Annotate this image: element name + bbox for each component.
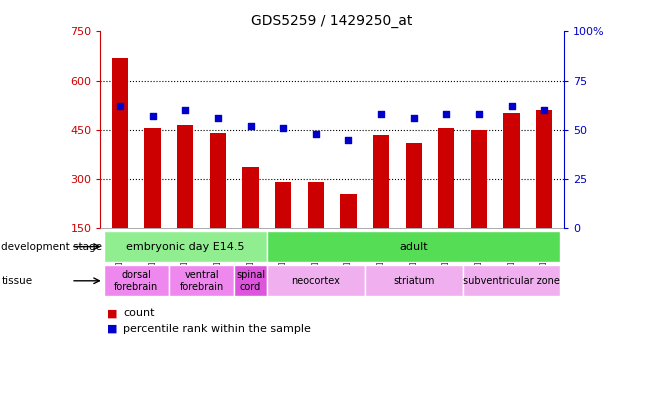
Bar [438, 128, 454, 228]
FancyBboxPatch shape [104, 265, 169, 296]
Bar [536, 110, 552, 228]
Bar [242, 167, 259, 228]
Point [408, 115, 419, 121]
Bar [275, 182, 292, 228]
Text: percentile rank within the sample: percentile rank within the sample [123, 324, 311, 334]
FancyBboxPatch shape [463, 265, 561, 296]
Text: embryonic day E14.5: embryonic day E14.5 [126, 242, 244, 252]
Text: neocortex: neocortex [292, 276, 340, 286]
Point [474, 111, 484, 117]
Bar [145, 128, 161, 228]
Point [246, 123, 256, 129]
Point [115, 103, 125, 109]
Bar [340, 193, 356, 228]
Point [278, 125, 288, 131]
FancyBboxPatch shape [267, 265, 365, 296]
Point [148, 113, 158, 119]
Text: tissue: tissue [1, 276, 32, 286]
Point [376, 111, 386, 117]
Bar [503, 113, 520, 228]
FancyBboxPatch shape [169, 265, 234, 296]
Bar [373, 134, 389, 228]
Point [213, 115, 223, 121]
Text: ventral
forebrain: ventral forebrain [179, 270, 224, 292]
Bar [406, 143, 422, 228]
Point [310, 130, 321, 137]
Text: adult: adult [399, 242, 428, 252]
Text: development stage: development stage [1, 242, 102, 252]
Bar [470, 130, 487, 228]
Bar [112, 58, 128, 228]
Bar [210, 133, 226, 228]
Text: ■: ■ [107, 308, 117, 318]
Text: spinal
cord: spinal cord [236, 270, 265, 292]
Point [180, 107, 191, 113]
Title: GDS5259 / 1429250_at: GDS5259 / 1429250_at [251, 14, 413, 28]
FancyBboxPatch shape [234, 265, 267, 296]
Point [539, 107, 550, 113]
Text: count: count [123, 308, 155, 318]
Text: subventricular zone: subventricular zone [463, 276, 560, 286]
FancyBboxPatch shape [267, 231, 561, 262]
Point [441, 111, 452, 117]
Text: striatum: striatum [393, 276, 434, 286]
Point [343, 136, 354, 143]
FancyBboxPatch shape [104, 231, 267, 262]
Point [506, 103, 516, 109]
FancyBboxPatch shape [365, 265, 463, 296]
Bar [177, 125, 194, 228]
Text: dorsal
forebrain: dorsal forebrain [114, 270, 159, 292]
Bar [308, 182, 324, 228]
Text: ■: ■ [107, 324, 117, 334]
